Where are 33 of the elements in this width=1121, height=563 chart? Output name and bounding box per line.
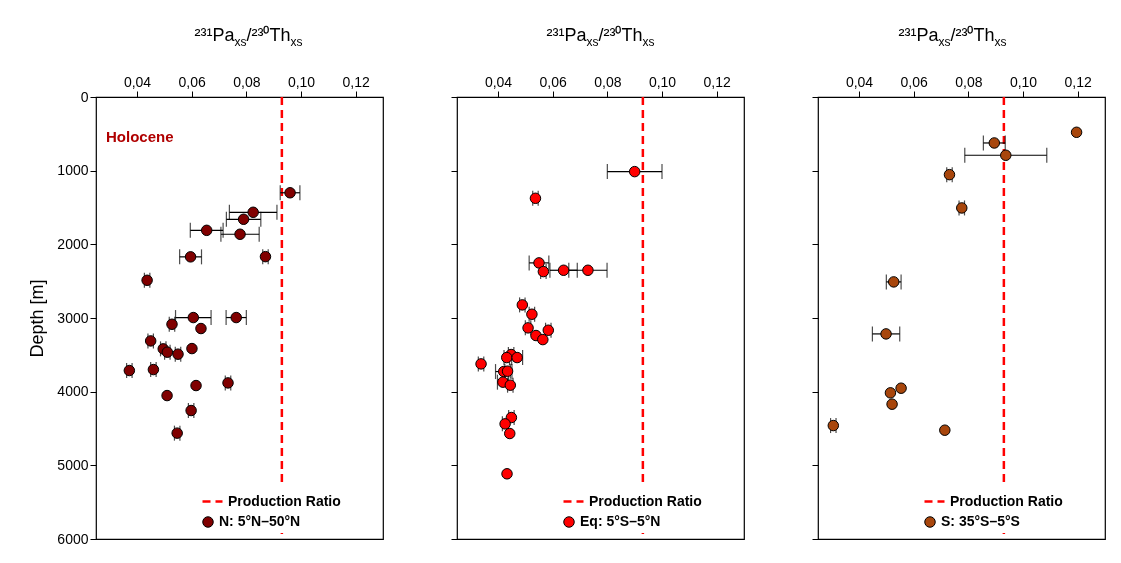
- x-tick-label: 0,08: [594, 73, 622, 90]
- y-tick-label: 5000: [57, 456, 89, 473]
- y-tick-label: 4000: [57, 383, 89, 400]
- y-tick-label: 3000: [57, 309, 89, 326]
- x-tick-label: 0,06: [178, 73, 206, 90]
- legend-label: N: 5°N–50°N: [219, 513, 301, 529]
- x-tick-label: 0,08: [233, 73, 261, 90]
- ref-line-label: Production Ratio: [589, 492, 702, 509]
- x-axis-title: ²³¹Pa$_{xs}$/²³⁰Th$_{xs}$: [545, 24, 656, 49]
- annotation: Holocene: [106, 128, 174, 145]
- x-tick-label: 0,06: [900, 73, 928, 90]
- x-axis-title: ²³¹Pa$_{xs}$/²³⁰Th$_{xs}$: [193, 24, 304, 49]
- x-tick-label: 0,12: [703, 73, 731, 90]
- x-axis-title: ²³¹Pa$_{xs}$/²³⁰Th$_{xs}$: [897, 24, 1008, 49]
- legend-label: S: 35°S–5°S: [941, 513, 1020, 529]
- ref-line-label: Production Ratio: [950, 492, 1063, 509]
- x-tick-label: 0,10: [1009, 73, 1038, 90]
- y-tick-label: 6000: [57, 530, 89, 547]
- y-axis-title: Depth [m]: [27, 279, 48, 358]
- x-tick-label: 0,08: [955, 73, 983, 90]
- y-tick-label: 1000: [57, 162, 89, 179]
- x-tick-label: 0,04: [123, 73, 152, 90]
- x-tick-label: 0,04: [845, 73, 874, 90]
- x-tick-label: 0,04: [484, 73, 513, 90]
- ref-line-label: Production Ratio: [228, 492, 341, 509]
- x-tick-label: 0,10: [287, 73, 316, 90]
- x-tick-label: 0,06: [539, 73, 567, 90]
- legend-label: Eq: 5°S–5°N: [580, 513, 661, 529]
- y-tick-label: 0: [80, 88, 89, 105]
- x-tick-label: 0,10: [648, 73, 677, 90]
- y-tick-label: 2000: [57, 235, 89, 252]
- x-tick-label: 0,12: [342, 73, 370, 90]
- x-tick-label: 0,12: [1064, 73, 1092, 90]
